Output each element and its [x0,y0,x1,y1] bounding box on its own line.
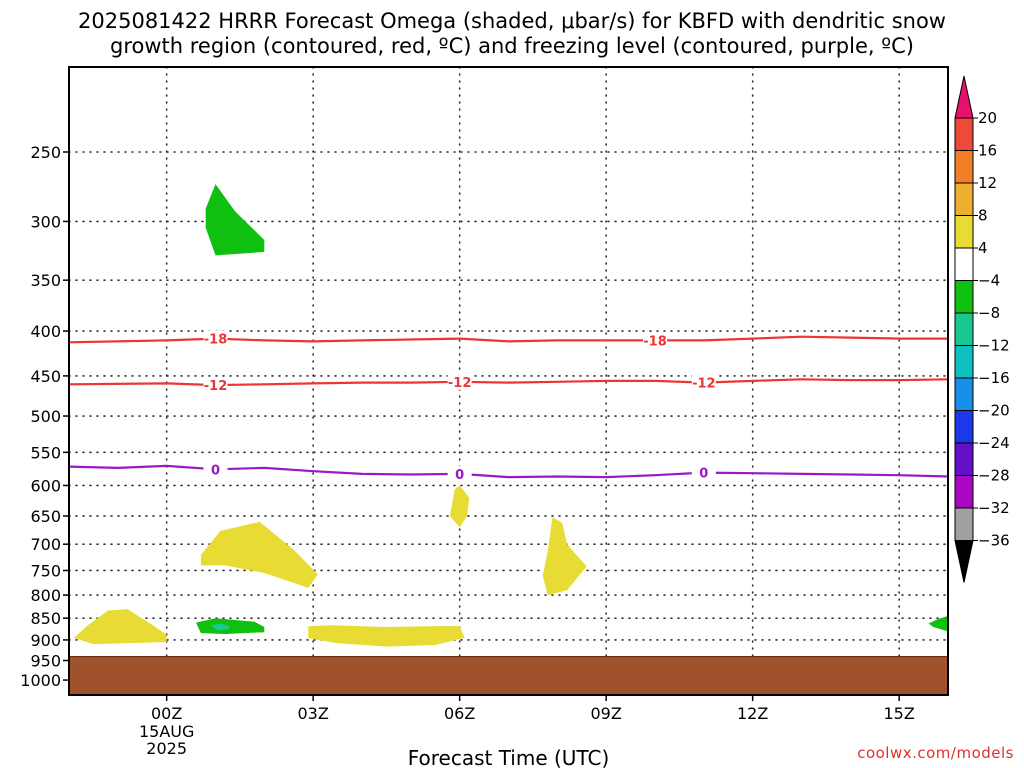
contour-label: -12 [204,379,228,394]
y-tick-label: 950 [30,652,61,671]
x-tick-label: 03Z [298,704,329,723]
y-tick-label: 450 [30,367,61,386]
y-tick-label: 750 [30,561,61,580]
colorbar-label: −32 [978,499,1010,517]
x-tick-label: 06Z [444,704,475,723]
chart-title-line-1: 2025081422 HRRR Forecast Omega (shaded, … [78,9,946,33]
plot-frame [68,66,949,696]
omega-shaded-region [308,625,465,647]
x-tick-label: 09Z [591,704,622,723]
contour-label-bg [203,330,228,347]
colorbar-label: −8 [978,304,1000,322]
colorbar-swatch [954,507,974,541]
x-tick-sublabel: 15AUG [139,722,194,741]
contour-label-bg [691,464,716,481]
colorbar-swatch [954,280,974,314]
colorbar-swatch [954,182,974,216]
contour-label: -18 [643,334,667,349]
colorbar-label: 20 [978,109,997,127]
contour-line [68,335,948,344]
colorbar-label: −16 [978,369,1010,387]
omega-shaded-region [928,615,948,632]
y-tick-label: 700 [30,535,61,554]
contour-label-bg [643,332,667,349]
colorbar-swatch [954,410,974,444]
contour-label-bg [447,373,472,390]
colorbar-swatch [954,312,974,346]
colorbar-label: −4 [978,272,1000,290]
contour-label-bg [203,461,228,478]
colorbar-swatch [954,150,974,184]
colorbar-bottom-arrow [954,540,974,583]
contour-label: 0 [699,467,708,482]
chart-title-line-2: growth region (contoured, red, ºC) and f… [110,34,914,58]
contour-label-bg [691,374,716,391]
x-tick-label: 12Z [737,704,768,723]
y-tick-label: 550 [30,443,61,462]
contour-label: -12 [692,377,716,392]
y-tick-label: 400 [30,322,61,341]
x-tick-label: 00Z [151,704,182,723]
omega-shaded-region [542,517,587,596]
colorbar-label: 12 [978,174,997,192]
y-tick-label: 300 [30,212,61,231]
colorbar-label: −36 [978,532,1010,550]
contour-label: -18 [204,333,228,348]
colorbar-label: −24 [978,434,1010,452]
x-tick-label: 15Z [884,704,915,723]
y-tick-label: 650 [30,507,61,526]
contour-line [68,378,949,387]
y-tick-label: 1000 [20,671,61,690]
y-tick-label: 350 [30,271,61,290]
colorbar-swatch [954,475,974,509]
omega-shaded-region [449,485,470,528]
colorbar-label: 16 [978,142,997,160]
omega-shaded-region [73,609,167,645]
colorbar-label: −12 [978,337,1010,355]
contour-label-bg [447,465,472,482]
footer-credit: coolwx.com/models [857,744,1014,762]
colorbar-swatch [954,215,974,249]
colorbar-swatch [954,247,974,281]
ground-region [69,656,948,695]
colorbar-label: 4 [978,239,988,257]
colorbar-swatch [954,117,974,151]
colorbar-swatch [954,345,974,379]
x-tick-sublabel: 2025 [146,739,187,758]
colorbar-label: −20 [978,402,1010,420]
y-tick-label: 900 [30,631,61,650]
y-tick-label: 850 [30,609,61,628]
y-tick-label: 250 [30,143,61,162]
y-tick-label: 500 [30,407,61,426]
omega-shaded-region [200,521,318,588]
contour-label: 0 [455,468,464,483]
colorbar-swatch [954,442,974,476]
y-tick-label: 600 [30,476,61,495]
omega-shaded-region [205,184,265,256]
colorbar-swatch [954,377,974,411]
contour-label-bg [203,377,228,394]
plot-background [69,67,948,695]
contour-label: 0 [211,463,220,478]
contour-label: -12 [448,376,472,391]
omega-shaded-region [196,618,265,634]
x-axis-label: Forecast Time (UTC) [408,746,610,768]
omega-shaded-region [210,623,231,631]
colorbar-label: 8 [978,207,988,225]
colorbar-label: −28 [978,467,1010,485]
colorbar-top-arrow [954,75,974,119]
y-tick-label: 800 [30,586,61,605]
